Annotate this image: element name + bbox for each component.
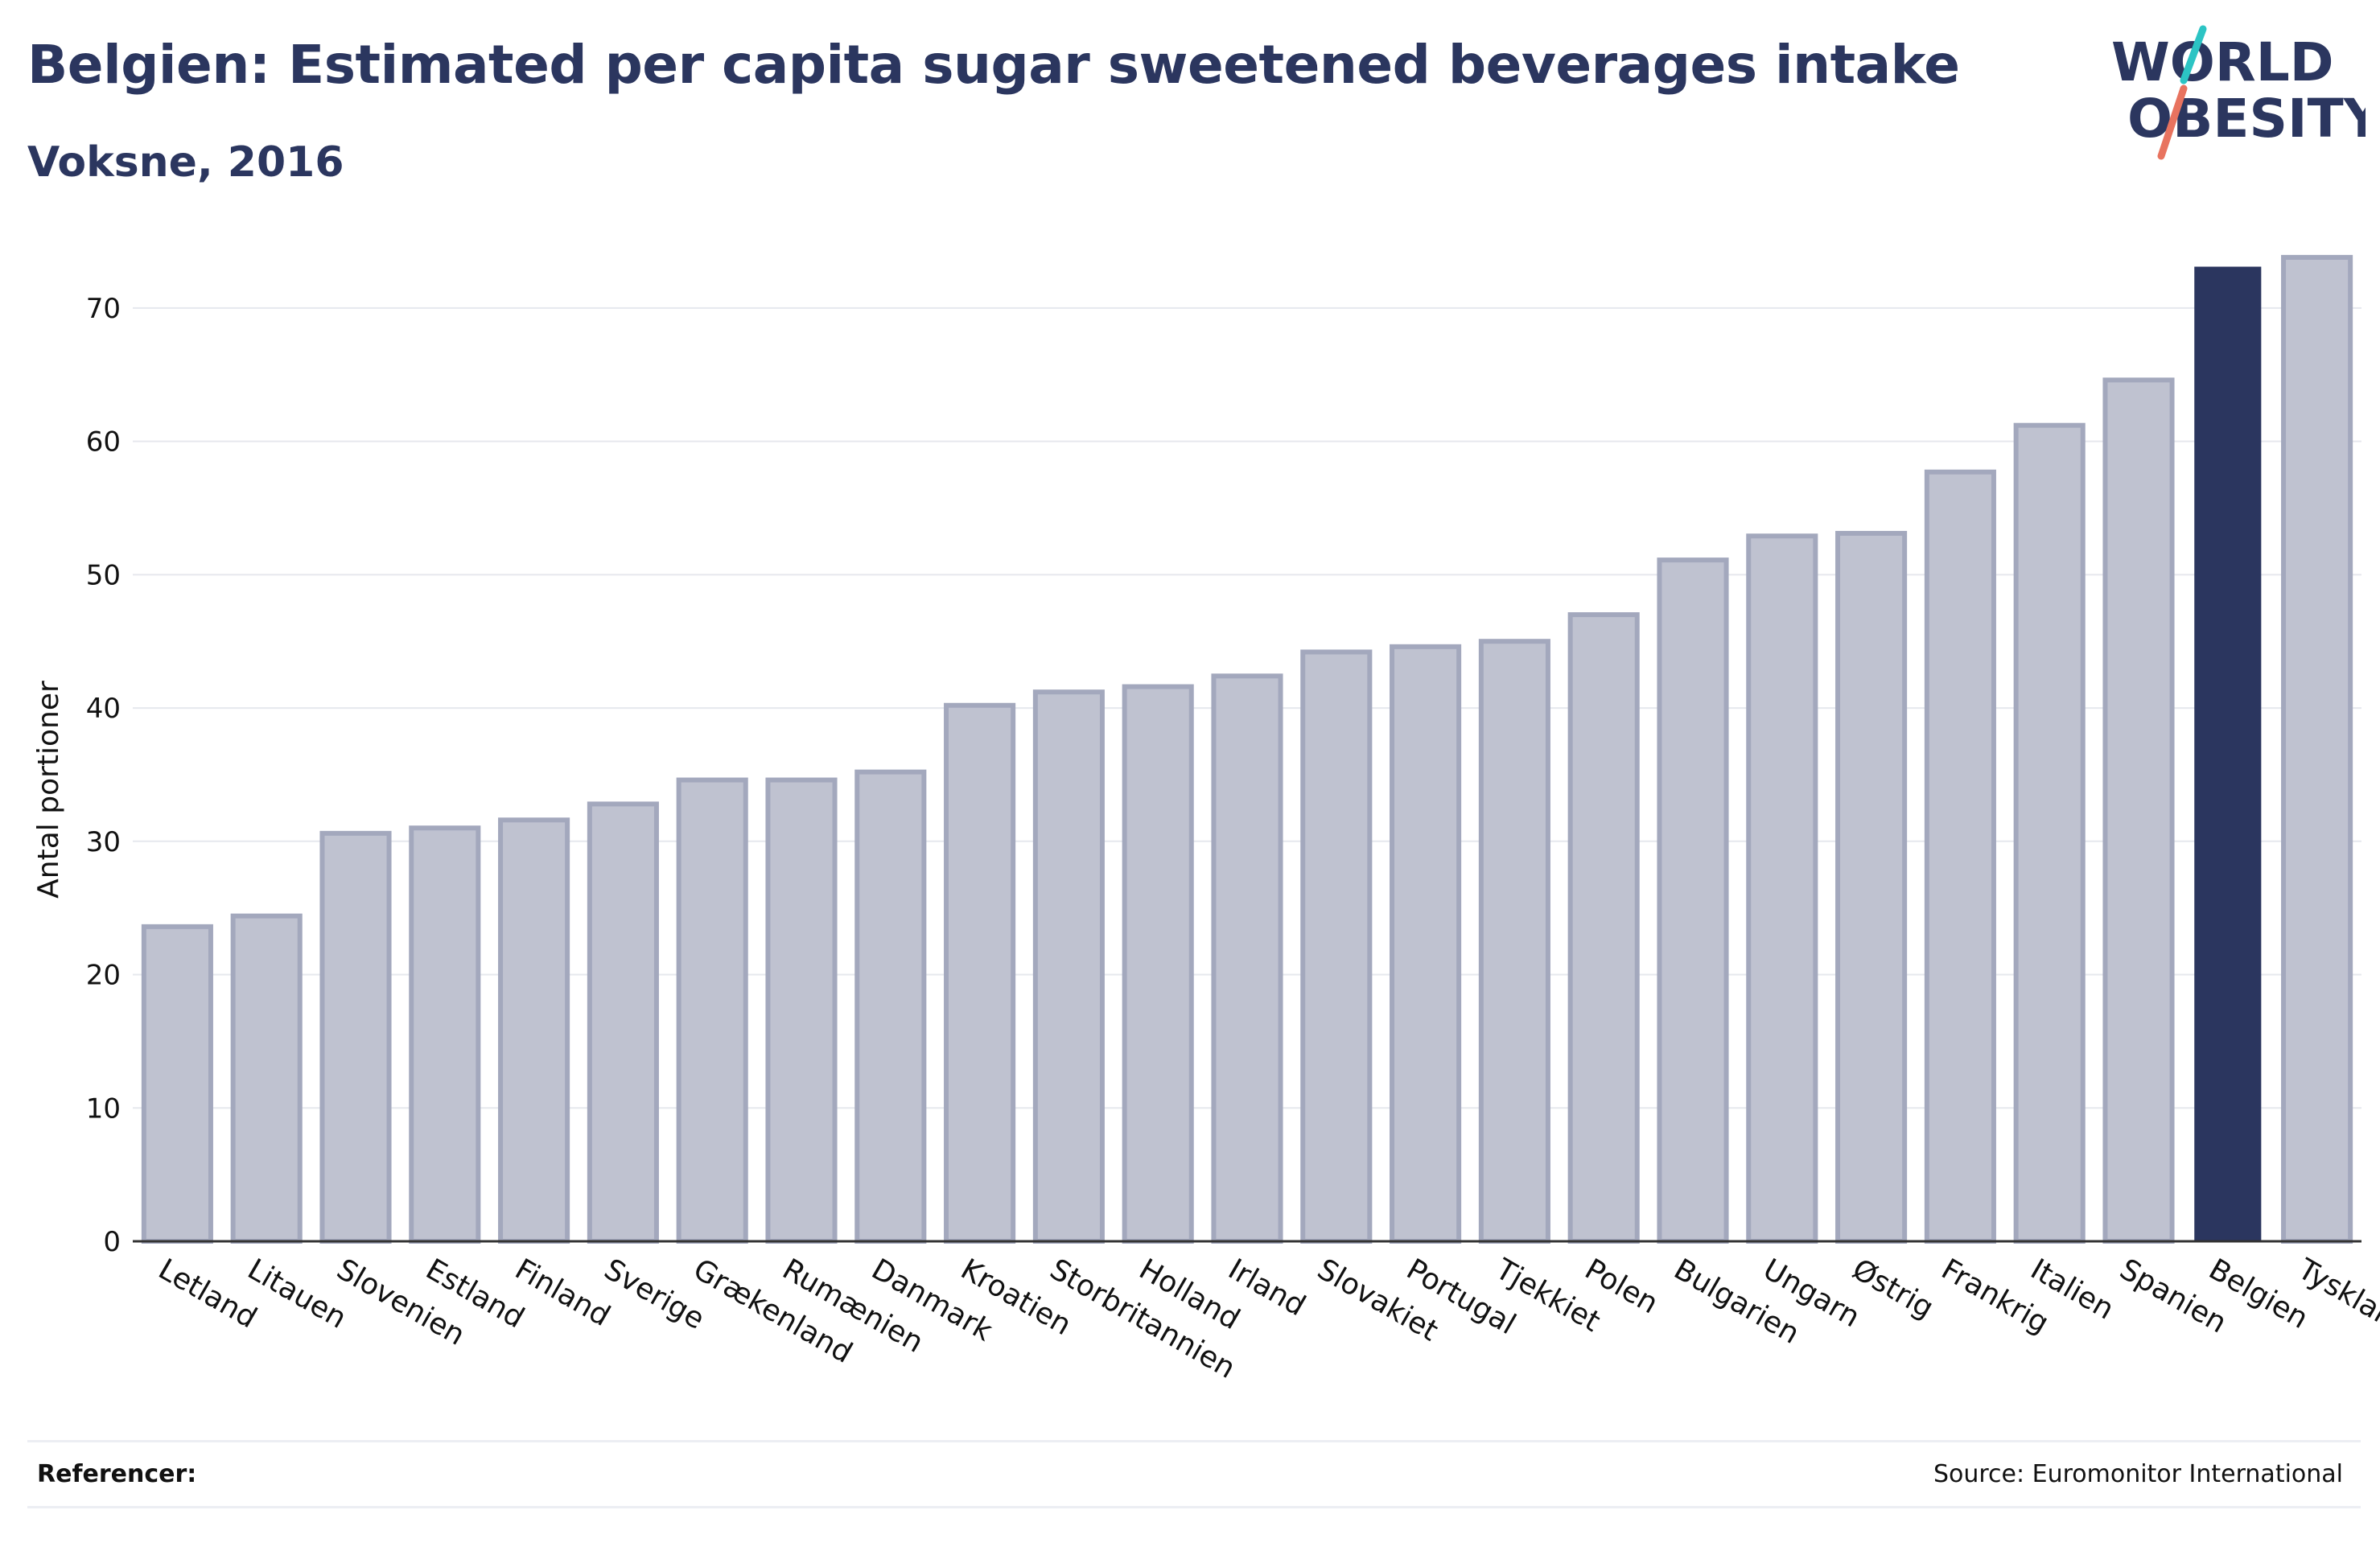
- bar-portugal: [1390, 644, 1462, 1244]
- bar-tjekkiet: [1478, 639, 1550, 1244]
- bar-rumænien: [765, 777, 838, 1244]
- references-label: Referencer:: [37, 1460, 197, 1488]
- footer-divider-bottom: [27, 1506, 2361, 1508]
- bar-irland: [1211, 673, 1283, 1244]
- x-tick-label: Letland: [153, 1253, 262, 1335]
- bar-litauen: [230, 913, 303, 1245]
- bar-chart: 0 10 20 30 40 50 60 70 LetlandLitauenSlovenienE…: [32, 254, 2380, 1385]
- bar-danmark: [854, 769, 927, 1244]
- chart-subtitle: Voksne, 2016: [27, 138, 344, 187]
- logo-accent-teal: [2180, 25, 2207, 84]
- bar-frankrig: [1924, 469, 1996, 1244]
- bar-holland: [1122, 684, 1194, 1244]
- bars: [141, 254, 2353, 1245]
- x-tick-label: Tyskland: [2291, 1253, 2380, 1344]
- bar-belgien: [2194, 266, 2262, 1242]
- bar-bulgarien: [1657, 557, 1729, 1244]
- source-note: Source: Euromonitor International: [1933, 1460, 2343, 1488]
- y-tick-label: 0: [103, 1226, 121, 1258]
- x-axis-ticks: LetlandLitauenSlovenienEstlandFinlandSve…: [153, 1253, 2380, 1385]
- y-tick-label: 70: [86, 293, 121, 325]
- world-obesity-logo: WORLD OBESITY: [2111, 25, 2366, 160]
- bar-spanien: [2102, 377, 2175, 1244]
- y-tick-label: 60: [86, 426, 121, 459]
- bar-finland: [498, 817, 570, 1244]
- footer-divider-top: [27, 1440, 2361, 1442]
- y-axis-label: Antal portioner: [32, 681, 65, 899]
- bar-letland: [141, 924, 213, 1245]
- bar-polen: [1567, 612, 1640, 1244]
- y-tick-label: 10: [86, 1092, 121, 1125]
- logo-accent-coral: [2157, 84, 2188, 160]
- bar-estland: [409, 825, 481, 1244]
- y-tick-label: 40: [86, 693, 121, 725]
- bar-slovenien: [319, 830, 392, 1244]
- chart-title: Belgien: Estimated per capita sugar swee…: [27, 34, 1960, 96]
- bar-østrig: [1835, 530, 1908, 1244]
- bar-ungarn: [1746, 533, 1818, 1244]
- y-axis-ticks: 0 10 20 30 40 50 60 70: [86, 293, 121, 1258]
- bar-grækenland: [676, 777, 748, 1244]
- logo-line1: WORLD: [2111, 31, 2334, 93]
- y-tick-label: 50: [86, 559, 121, 591]
- bar-storbritannien: [1032, 689, 1105, 1244]
- bar-kroatien: [944, 702, 1016, 1244]
- x-tick-label: Finland: [509, 1253, 616, 1333]
- y-tick-label: 20: [86, 960, 121, 992]
- x-tick-label: Litauen: [242, 1253, 352, 1335]
- bar-italien: [2013, 422, 2086, 1244]
- bar-tyskland: [2281, 254, 2353, 1245]
- y-tick-label: 30: [86, 826, 121, 858]
- x-tick-label: Sverige: [599, 1253, 710, 1336]
- bar-slovakiet: [1300, 649, 1373, 1244]
- x-tick-label: Østrig: [1847, 1253, 1939, 1325]
- bar-sverige: [587, 801, 659, 1244]
